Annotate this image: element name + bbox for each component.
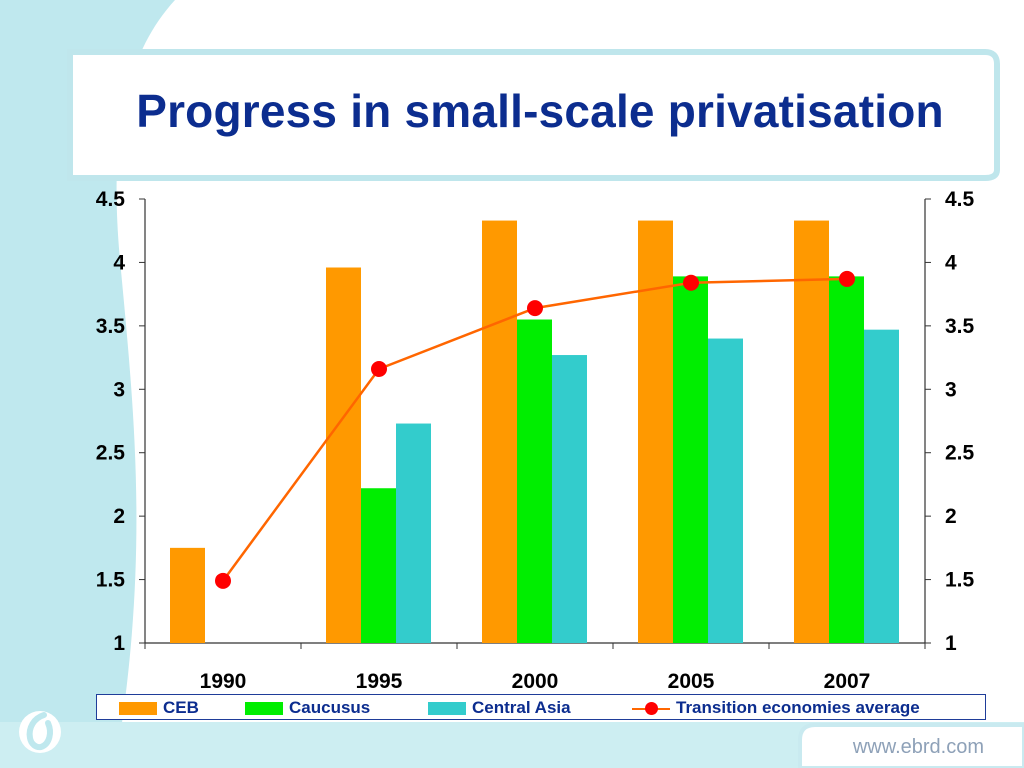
transition-average-point: [839, 270, 855, 287]
bar-central-asia: [708, 338, 743, 643]
y-tick-label: 2.5: [96, 442, 126, 465]
y2-tick-label: 2.5: [945, 442, 975, 465]
legend-item-ceb: CEB: [119, 698, 199, 718]
legend-label-transition-average: Transition economies average: [676, 698, 920, 717]
x-tick-label: 2007: [824, 670, 871, 693]
legend-swatch-caucusus: [245, 701, 283, 715]
slide-title: Progress in small-scale privatisation: [136, 85, 944, 137]
chart-legend: CEB Caucusus Central Asia Transition eco…: [96, 694, 986, 720]
bar-ceb: [638, 220, 673, 643]
legend-label-caucusus: Caucusus: [289, 698, 371, 717]
legend-item-transition-average: Transition economies average: [632, 698, 920, 718]
bar-caucusus: [517, 319, 552, 643]
transition-average-point: [215, 572, 231, 589]
footer-url: www.ebrd.com: [852, 736, 984, 758]
x-tick-label: 2005: [668, 670, 715, 693]
legend-item-caucusus: Caucusus: [245, 698, 370, 718]
y-tick-label: 3: [113, 378, 125, 401]
y-tick-label: 2: [113, 505, 125, 528]
transition-average-point: [527, 300, 543, 317]
y-tick-label: 1.5: [96, 569, 126, 592]
bar-caucusus: [673, 276, 708, 643]
y-tick-label: 4.5: [96, 188, 126, 211]
transition-average-point: [371, 360, 387, 377]
y2-tick-label: 2: [945, 505, 957, 528]
y2-tick-label: 1.5: [945, 569, 975, 592]
legend-swatch-ceb: [119, 701, 157, 715]
y2-tick-label: 3.5: [945, 315, 975, 338]
y2-tick-label: 3: [945, 378, 957, 401]
legend-item-central-asia: Central Asia: [428, 698, 571, 718]
y-tick-label: 4: [113, 251, 125, 274]
bar-central-asia: [396, 423, 431, 643]
ebrd-logo: [19, 711, 61, 753]
bar-ceb: [482, 220, 517, 643]
x-tick-label: 1995: [356, 670, 403, 693]
legend-swatch-transition-average: [632, 701, 670, 715]
bar-ceb: [170, 547, 205, 643]
bar-central-asia: [552, 355, 587, 643]
y-tick-label: 1: [113, 632, 125, 655]
legend-label-ceb: CEB: [163, 698, 199, 717]
bar-caucusus: [829, 276, 864, 643]
transition-average-point: [683, 274, 699, 291]
legend-swatch-central-asia: [428, 701, 466, 715]
y2-tick-label: 4: [945, 251, 957, 274]
bar-ceb: [326, 267, 361, 643]
bar-central-asia: [864, 329, 899, 643]
y-tick-label: 3.5: [96, 315, 126, 338]
y2-tick-label: 1: [945, 632, 957, 655]
x-tick-label: 1990: [200, 670, 247, 693]
y2-tick-label: 4.5: [945, 188, 975, 211]
plot-area: 1 1.5 2 2.5 3 3.5 4 4.5 1 1.5 2 2.5 3 3.5 4 4.5 1990 1995…: [96, 188, 975, 693]
legend-label-central-asia: Central Asia: [472, 698, 571, 717]
bar-ceb: [794, 220, 829, 643]
x-tick-label: 2000: [512, 670, 559, 693]
bar-caucusus: [361, 488, 396, 643]
